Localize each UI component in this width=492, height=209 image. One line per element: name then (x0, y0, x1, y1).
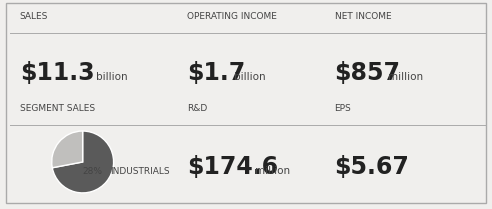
Text: $857: $857 (335, 61, 400, 85)
FancyBboxPatch shape (6, 3, 486, 203)
Wedge shape (52, 131, 114, 193)
Text: SEGMENT SALES: SEGMENT SALES (20, 104, 95, 113)
Text: billion: billion (96, 72, 127, 82)
Text: $1.7: $1.7 (187, 61, 245, 85)
Text: INDUSTRIALS: INDUSTRIALS (110, 167, 170, 176)
Text: NET INCOME: NET INCOME (335, 12, 391, 21)
Text: $5.67: $5.67 (335, 155, 409, 179)
Text: million: million (255, 166, 290, 176)
Text: OPERATING INCOME: OPERATING INCOME (187, 12, 277, 21)
Text: million: million (388, 72, 423, 82)
Text: 28%: 28% (82, 167, 102, 176)
Text: R&D: R&D (187, 104, 207, 113)
Text: EPS: EPS (335, 104, 351, 113)
Text: billion: billion (234, 72, 265, 82)
Wedge shape (52, 131, 83, 168)
Text: SALES: SALES (20, 12, 48, 21)
Text: $11.3: $11.3 (20, 61, 94, 85)
Text: $174.6: $174.6 (187, 155, 278, 179)
